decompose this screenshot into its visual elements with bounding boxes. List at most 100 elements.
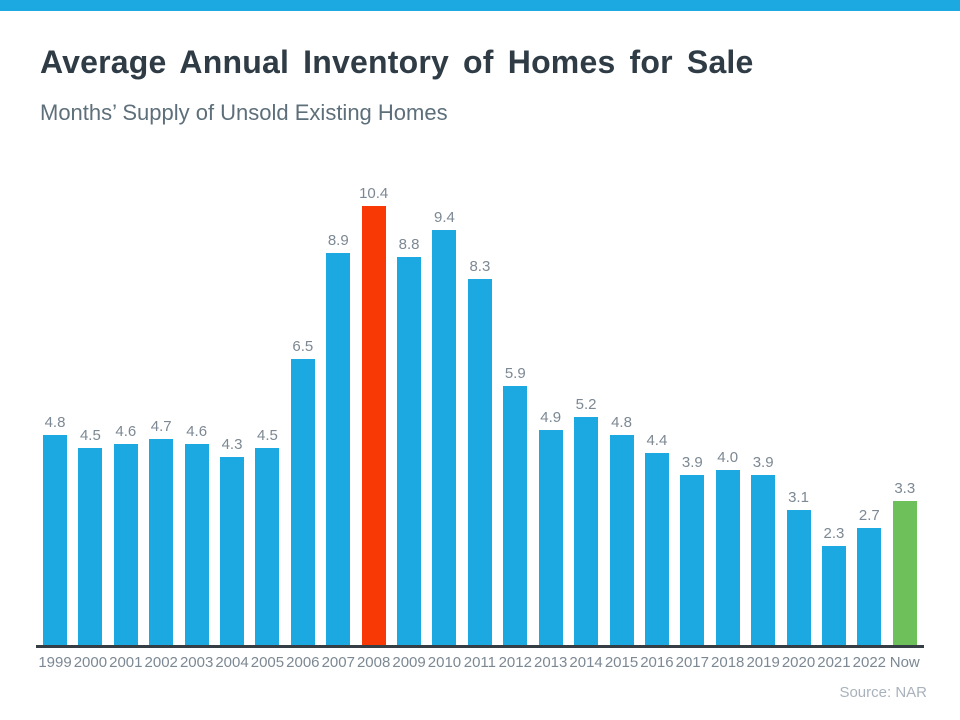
bar-2000 xyxy=(78,448,103,648)
bar-column-2001: 4.6 xyxy=(113,186,138,648)
bar-value-label: 4.8 xyxy=(611,413,632,431)
x-tick-label: 2001 xyxy=(109,654,143,671)
bar-value-label: 3.3 xyxy=(894,480,916,498)
page-title: Average Annual Inventory of Homes for Sa… xyxy=(40,44,754,80)
bar-value-label: 4.9 xyxy=(540,409,562,427)
bar-value-label: 2.3 xyxy=(823,524,845,542)
bar-value-label: 4.5 xyxy=(257,427,278,445)
bar-value-label: 9.4 xyxy=(434,209,455,227)
bar-column-2017: 3.9 xyxy=(680,186,705,648)
x-tick-label: 2014 xyxy=(569,654,603,671)
bar-value-label: 4.3 xyxy=(221,435,243,453)
bar-value-label: 5.2 xyxy=(575,396,597,413)
x-tick-label: 2008 xyxy=(356,654,391,671)
bar-column-2014: 5.2 xyxy=(574,186,599,648)
bar-value-label: 3.9 xyxy=(752,453,774,471)
x-tick-label: 2003 xyxy=(179,654,214,671)
bar-column-2019: 3.9 xyxy=(751,186,776,648)
bar-value-label: 8.3 xyxy=(469,258,491,276)
x-tick-label: 2017 xyxy=(675,654,709,671)
bar-column-2005: 4.5 xyxy=(255,186,280,648)
bar-column-2012: 5.9 xyxy=(503,186,528,648)
bar-2008 xyxy=(361,206,386,648)
bar-column-2016: 4.4 xyxy=(644,186,669,648)
bar-value-label: 4.8 xyxy=(44,413,66,431)
x-tick-label: 2016 xyxy=(640,654,674,671)
x-tick-label: 2005 xyxy=(250,654,285,671)
bar-column-2015: 4.8 xyxy=(609,186,634,648)
bar-2010 xyxy=(432,230,457,648)
x-tick-label: 2006 xyxy=(286,654,320,671)
bar-1999 xyxy=(43,434,67,648)
bar-column-2004: 4.3 xyxy=(220,186,245,648)
x-tick-label: 2004 xyxy=(215,654,249,671)
chart-bars: 4.8 4.5 4.6 4.7 4.6 4.3 4.5 6.5 8.9 10.4 8.8 9.4 8.3… xyxy=(43,186,917,648)
bar-2013 xyxy=(538,430,563,648)
bar-2015 xyxy=(609,434,634,648)
bar-2002 xyxy=(149,439,174,648)
source-caption: Source: NAR xyxy=(839,684,927,701)
bar-2012 xyxy=(503,385,528,648)
bar-column-2020: 3.1 xyxy=(786,186,811,648)
bar-value-label: 4.4 xyxy=(646,431,668,449)
bar-2021 xyxy=(821,545,846,648)
bar-column-2011: 8.3 xyxy=(467,186,492,648)
bar-2022 xyxy=(857,528,882,648)
bar-column-2002: 4.7 xyxy=(149,186,174,648)
x-tick-label: 2000 xyxy=(73,654,108,671)
bar-Now xyxy=(892,501,917,648)
bar-column-2000: 4.5 xyxy=(78,186,103,648)
x-tick-label: 2021 xyxy=(817,654,851,671)
x-tick-label: 2010 xyxy=(427,654,462,671)
bar-2018 xyxy=(715,470,740,648)
x-tick-label: 2018 xyxy=(711,654,745,671)
bar-value-label: 4.6 xyxy=(115,422,137,440)
bar-2006 xyxy=(290,359,315,648)
bar-column-2013: 4.9 xyxy=(538,186,563,648)
bar-column-2007: 8.9 xyxy=(326,186,351,648)
bar-value-label: 8.9 xyxy=(327,231,349,249)
bar-column-2003: 4.6 xyxy=(184,186,209,648)
x-tick-label: 2022 xyxy=(852,654,887,671)
bar-value-label: 8.8 xyxy=(398,236,420,254)
bar-column-1999: 4.8 xyxy=(43,186,67,648)
bar-2016 xyxy=(644,452,669,648)
bar-value-label: 4.6 xyxy=(186,422,208,440)
bar-value-label: 6.5 xyxy=(292,338,314,356)
top-accent-bar xyxy=(0,0,960,11)
bar-2007 xyxy=(326,252,351,648)
bar-2001 xyxy=(113,443,138,648)
x-tick-label: 2002 xyxy=(144,654,178,671)
x-tick-label: 2019 xyxy=(746,654,780,671)
x-tick-label: Now xyxy=(889,654,920,671)
page-subtitle: Months’ Supply of Unsold Existing Homes xyxy=(40,100,448,125)
x-tick-label: 2007 xyxy=(321,654,355,671)
bar-value-label: 4.7 xyxy=(150,418,172,436)
bar-2004 xyxy=(220,456,245,648)
bar-2003 xyxy=(184,443,209,648)
bar-column-2022: 2.7 xyxy=(857,186,882,648)
x-tick-label: 2020 xyxy=(781,654,816,671)
bar-2020 xyxy=(786,510,811,648)
x-tick-label: 2011 xyxy=(463,654,497,671)
bar-column-2009: 8.8 xyxy=(397,186,422,648)
bar-column-2008: 10.4 xyxy=(359,186,388,648)
bar-column-2018: 4.0 xyxy=(715,186,740,648)
bar-value-label: 4.0 xyxy=(717,449,739,467)
bar-value-label: 4.5 xyxy=(79,427,101,445)
x-tick-label: 2013 xyxy=(534,654,568,671)
bar-2005 xyxy=(255,448,280,648)
bar-column-2010: 9.4 xyxy=(432,186,457,648)
x-axis-line xyxy=(36,645,924,648)
bar-column-2021: 2.3 xyxy=(821,186,846,648)
bar-2011 xyxy=(467,279,492,648)
bar-2017 xyxy=(680,474,705,648)
bar-value-label: 2.7 xyxy=(858,507,880,525)
x-tick-label: 2012 xyxy=(498,654,532,671)
bar-column-2006: 6.5 xyxy=(290,186,315,648)
bar-2009 xyxy=(397,257,422,648)
x-tick-label: 2015 xyxy=(604,654,639,671)
bar-chart: 4.8 4.5 4.6 4.7 4.6 4.3 4.5 6.5 8.9 10.4 8.8 9.4 8.3… xyxy=(43,186,917,648)
bar-value-label: 5.9 xyxy=(504,364,526,382)
x-tick-label: 2009 xyxy=(392,654,426,671)
